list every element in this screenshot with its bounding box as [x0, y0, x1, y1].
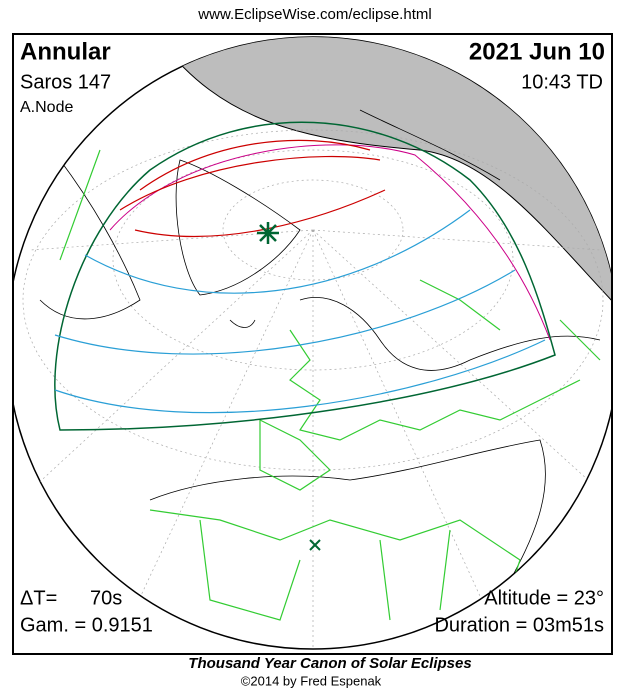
date: 2021 Jun 10	[469, 38, 605, 65]
graticule	[19, 129, 611, 649]
limit-curve	[109, 144, 551, 341]
duration: Duration = 03m51s	[434, 614, 604, 636]
saros: Saros 147	[20, 71, 111, 93]
sub-solar-marker	[309, 539, 321, 551]
eclipse-type: Annular	[20, 38, 111, 65]
borders	[59, 149, 601, 621]
time: 10:43 TD	[521, 71, 603, 93]
node: A.Node	[20, 99, 73, 116]
penumbral-limit	[54, 121, 556, 431]
footer-title: Thousand Year Canon of Solar Eclipses	[188, 655, 471, 672]
magnitude-curves	[54, 209, 546, 414]
altitude: Altitude = 23°	[484, 587, 604, 609]
map	[13, 36, 612, 650]
header-url: www.EclipseWise.com/eclipse.html	[197, 6, 431, 23]
greatest-eclipse-marker	[257, 222, 279, 244]
delta-t-label: ΔT=	[20, 587, 57, 609]
footer-credit: ©2014 by Fred Espenak	[241, 673, 382, 688]
coastlines	[39, 109, 601, 601]
frame	[12, 33, 613, 655]
gamma: Gam. = 0.9151	[20, 614, 153, 636]
delta-t-value: 70s	[90, 587, 122, 609]
